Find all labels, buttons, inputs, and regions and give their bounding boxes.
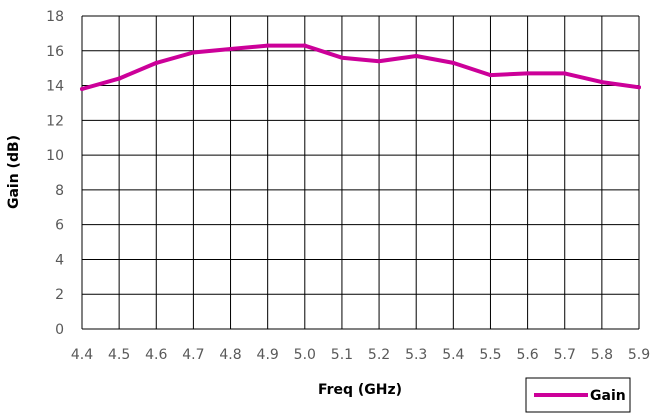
- x-tick-label: 4.5: [108, 347, 130, 363]
- x-tick-label: 5.7: [554, 347, 576, 363]
- x-axis-title: Freq (GHz): [318, 382, 402, 398]
- y-tick-label: 18: [46, 9, 64, 25]
- data-point: [117, 76, 122, 81]
- data-point: [228, 47, 233, 52]
- y-tick-label: 12: [46, 113, 64, 129]
- data-point: [562, 71, 567, 76]
- y-tick-label: 6: [55, 218, 64, 234]
- data-point: [339, 55, 344, 60]
- data-point: [154, 60, 159, 65]
- x-tick-label: 5.5: [479, 347, 501, 363]
- x-tick-label: 5.9: [628, 347, 650, 363]
- data-point: [377, 59, 382, 64]
- y-tick-label: 4: [55, 252, 64, 268]
- x-tick-label: 5.4: [442, 347, 464, 363]
- data-point: [414, 53, 419, 58]
- x-tick-label: 5.8: [591, 347, 613, 363]
- x-tick-label: 5.1: [331, 347, 353, 363]
- x-tick-label: 5.3: [405, 347, 427, 363]
- legend: Gain: [525, 377, 631, 413]
- x-tick-label: 5.0: [294, 347, 316, 363]
- data-point: [451, 60, 456, 65]
- x-tick-label: 5.2: [368, 347, 390, 363]
- data-point: [525, 71, 530, 76]
- data-point: [265, 43, 270, 48]
- y-axis-title: Gain (dB): [6, 135, 22, 209]
- y-tick-label: 0: [55, 322, 64, 338]
- data-point: [191, 50, 196, 55]
- series-lines: [80, 43, 641, 92]
- x-tick-label: 5.6: [516, 347, 538, 363]
- series-line-gain: [80, 43, 641, 91]
- y-tick-label: 14: [46, 79, 64, 95]
- x-tick-label: 4.8: [219, 347, 241, 363]
- x-tick-label: 4.6: [145, 347, 167, 363]
- legend-label-gain: Gain: [590, 388, 626, 404]
- data-point: [80, 87, 84, 92]
- plot-area: [82, 16, 639, 329]
- y-tick-label: 10: [46, 148, 64, 164]
- data-point: [302, 43, 307, 48]
- y-tick-label: 16: [46, 44, 64, 60]
- y-tick-label: 2: [55, 287, 64, 303]
- data-point: [599, 80, 604, 85]
- data-point: [488, 73, 493, 78]
- y-tick-label: 8: [55, 183, 64, 199]
- x-tick-labels: 4.4 4.5 4.6 4.7 4.8 4.9 5.0 5.1 5.2 5.3 5.4 5.5 5.6 5…: [71, 347, 650, 363]
- x-tick-label: 4.7: [182, 347, 204, 363]
- data-point: [637, 85, 641, 90]
- gridlines: [81, 15, 640, 330]
- x-tick-label: 4.9: [257, 347, 279, 363]
- x-tick-label: 4.4: [71, 347, 93, 363]
- y-tick-labels: 0 2 4 6 8 10 12 14 16 18: [46, 9, 64, 338]
